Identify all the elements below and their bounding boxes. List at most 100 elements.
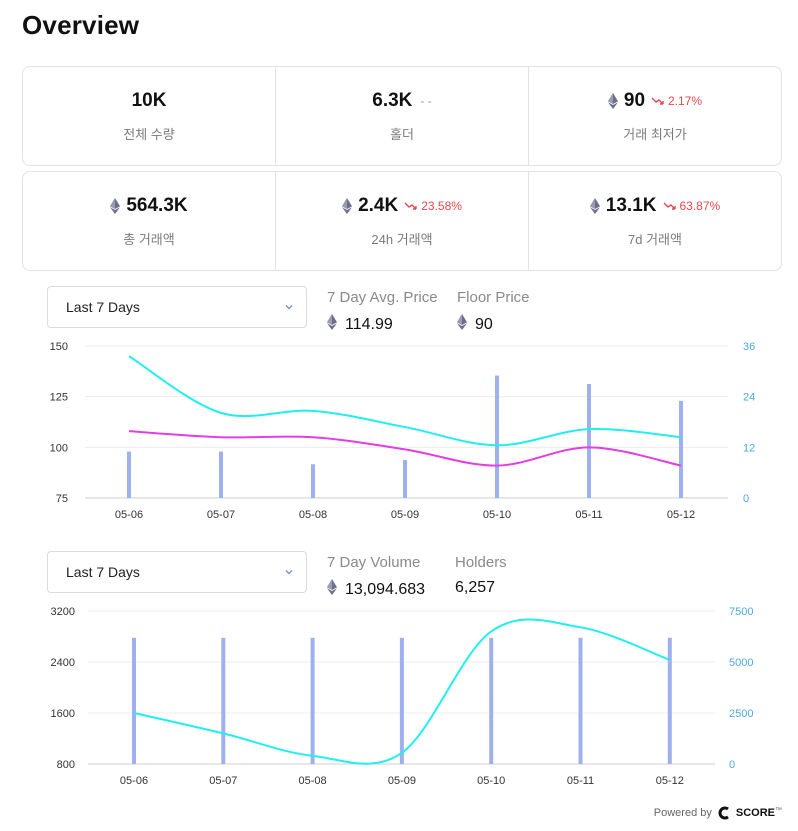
stat-label: 전체 수량 [123, 126, 175, 142]
chart2-holders-label: Holders [455, 554, 507, 571]
chart1-avg-price-label: 7 Day Avg. Price [327, 289, 438, 306]
x-tick-label: 05-08 [299, 509, 327, 521]
bar [403, 460, 407, 498]
bar [679, 400, 683, 498]
y-tick-label: 125 [50, 392, 68, 404]
stats-card-row1: 10K 전체 수량 6.3K - - 홀더 90 2.17% 거래 최저가 [22, 66, 782, 166]
stat-change-value: 63.87% [679, 198, 721, 213]
stat-value: 564.3K [126, 194, 188, 216]
stat-value: 90 [623, 89, 646, 111]
powered-by-label: Powered by [653, 807, 712, 819]
x-tick-label: 05-10 [483, 509, 511, 521]
chart2-period-select[interactable]: Last 7 Days [47, 551, 307, 593]
eth-icon [110, 197, 121, 214]
chart1-avg-price: 7 Day Avg. Price 114.99 [327, 289, 438, 335]
x-tick-label: 05-07 [209, 775, 237, 787]
stat-value: 10K [131, 89, 167, 111]
chart1-floor-price: Floor Price 90 [457, 289, 530, 335]
stat-change: 23.58% [404, 199, 462, 213]
chart2-volume: 7 Day Volume 13,094.683 [327, 554, 425, 600]
stat-label: 홀더 [390, 126, 414, 142]
chart2-volume-value: 13,094.683 [345, 580, 426, 598]
bar [219, 451, 223, 498]
series-line [128, 430, 682, 467]
y2-tick-label: 36 [743, 341, 755, 353]
bar [310, 637, 315, 764]
trend-down-icon [651, 97, 664, 105]
bar [587, 384, 591, 498]
stat-change: 63.87% [663, 198, 721, 213]
series-line [128, 355, 682, 447]
stat-value: 13.1K [605, 194, 657, 216]
chart2-volume-label: 7 Day Volume [327, 554, 421, 571]
y2-tick-label: 5000 [729, 657, 753, 669]
volume-chart: 800 1600 2400 3200 0 2500 5000 7500 05-06 05-07 05… [51, 606, 754, 787]
y-tick-label: 1600 [51, 708, 75, 720]
eth-icon [327, 314, 337, 335]
y-tick-label: 800 [57, 759, 75, 771]
bar [489, 637, 494, 764]
stat-change-value: 2.17% [668, 93, 703, 108]
chart1-avg-price-value: 114.99 [345, 315, 393, 333]
stat-cell: 13.1K 63.87% 7d 거래액 [529, 172, 781, 270]
powered-by-brand: SCORE [735, 807, 775, 819]
x-tick-label: 05-08 [299, 775, 327, 787]
stat-cell: 90 2.17% 거래 최저가 [529, 67, 781, 165]
x-tick-label: 05-11 [575, 509, 602, 521]
stat-suffix: - - [420, 93, 432, 108]
chart1-floor-price-value: 90 [475, 315, 493, 333]
stat-cell: 10K 전체 수량 [23, 67, 276, 165]
y-tick-label: 150 [50, 341, 68, 353]
price-chart: 75 100 125 150 0 12 24 36 05-06 05-07 05-08 05-09 05… [50, 341, 756, 521]
bar [399, 637, 404, 764]
y-tick-label: 2400 [51, 657, 75, 669]
x-tick-label: 05-12 [656, 775, 684, 787]
stat-change: 2.17% [651, 94, 702, 108]
chart2-holders-value: 6,257 [455, 579, 496, 596]
series-line [133, 618, 671, 765]
trend-down-icon [404, 202, 417, 210]
chart1-period-select-value: Last 7 Days [66, 299, 140, 315]
x-tick-label: 05-07 [207, 509, 235, 521]
y2-tick-label: 7500 [729, 606, 753, 618]
x-tick-label: 05-06 [115, 509, 143, 521]
score-logo-icon [718, 806, 729, 820]
eth-icon [589, 197, 600, 214]
chart1-floor-price-label: Floor Price [457, 289, 530, 306]
bar [221, 637, 226, 764]
chart2-holders: Holders 6,257 [455, 554, 507, 597]
chart2-period-select-value: Last 7 Days [66, 564, 140, 580]
stat-cell: 6.3K - - 홀더 [276, 67, 529, 165]
stat-label: 거래 최저가 [623, 126, 687, 142]
y2-tick-label: 0 [743, 493, 749, 505]
y-tick-label: 3200 [51, 606, 75, 618]
y2-tick-label: 12 [743, 442, 755, 454]
bar [667, 637, 672, 764]
bar [495, 375, 499, 498]
x-tick-label: 05-09 [391, 509, 419, 521]
stat-label: 24h 거래액 [371, 231, 433, 247]
page-title: Overview [22, 10, 140, 40]
eth-icon [607, 92, 618, 109]
trend-down-icon [663, 202, 676, 210]
bar [127, 451, 131, 498]
stat-change-value: 23.58% [421, 198, 462, 213]
eth-icon [457, 314, 467, 335]
eth-icon [327, 579, 337, 600]
powered-by: Powered by SCORE ™ [654, 806, 782, 820]
bar [578, 637, 583, 764]
stat-label: 총 거래액 [123, 231, 175, 247]
powered-by-tm: ™ [775, 806, 782, 814]
chevron-down-icon [285, 304, 293, 310]
x-tick-label: 05-09 [388, 775, 416, 787]
bar [132, 637, 136, 764]
stat-cell: 2.4K 23.58% 24h 거래액 [276, 172, 529, 270]
y2-tick-label: 0 [729, 759, 735, 771]
x-tick-label: 05-11 [567, 775, 594, 787]
x-tick-label: 05-10 [477, 775, 505, 787]
stat-cell: 564.3K 총 거래액 [23, 172, 276, 270]
eth-icon [342, 197, 353, 214]
stat-value: 2.4K [358, 194, 399, 216]
chart1-period-select[interactable]: Last 7 Days [47, 286, 307, 328]
y2-tick-label: 24 [743, 392, 755, 404]
